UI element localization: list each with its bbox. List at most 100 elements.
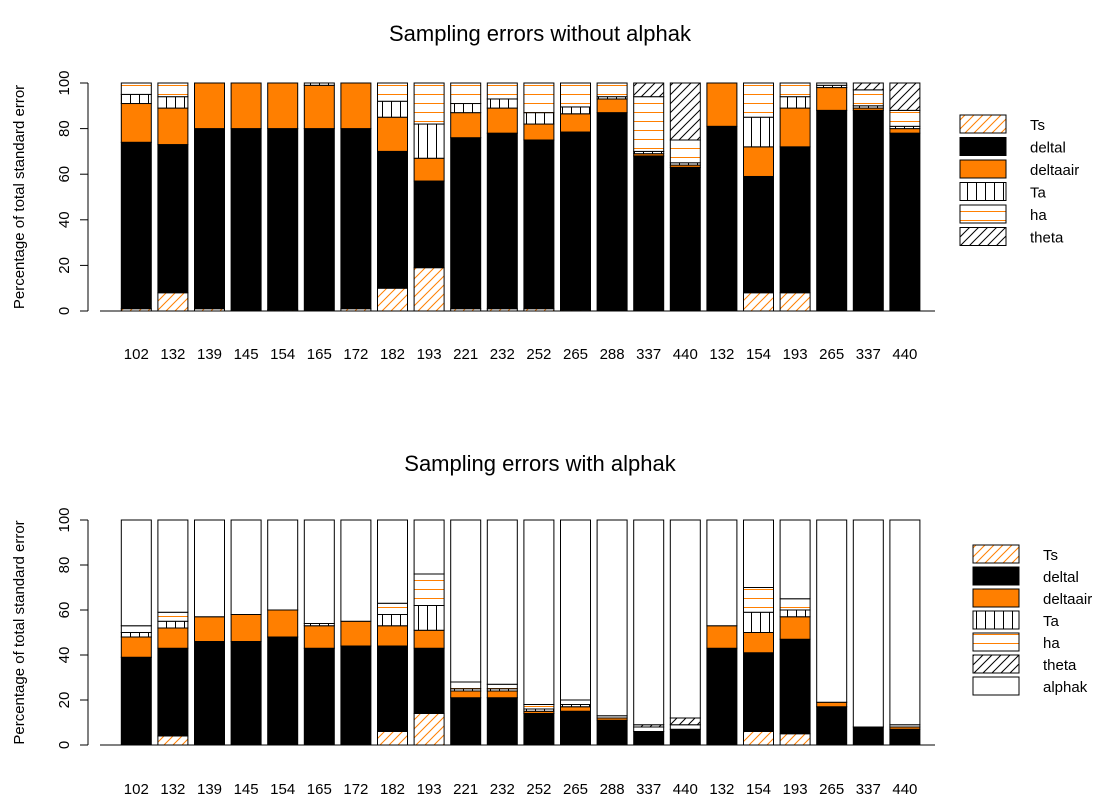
bar-segment: [303, 519, 335, 624]
x-tick-label: 139: [197, 781, 222, 798]
bar-segment: [120, 636, 152, 658]
legend-swatch: [972, 566, 1020, 586]
x-tick-label: 154: [270, 781, 295, 798]
legend-label: deltaair: [1043, 591, 1092, 608]
bar-segment: [706, 125, 738, 312]
bar-segment: [596, 719, 628, 746]
bar-segment: [743, 146, 774, 177]
bar-segment: [413, 519, 445, 575]
bar-segment: [779, 609, 811, 618]
bar-segment: [377, 602, 408, 615]
x-tick-label: 193: [783, 781, 808, 798]
legend-label: Ta: [1030, 184, 1047, 201]
bar-segment: [120, 82, 152, 95]
bar-segment: [596, 519, 628, 717]
bar-segment: [120, 93, 152, 105]
y-tick-label: 60: [56, 602, 73, 619]
x-tick-label: 154: [270, 346, 295, 363]
x-tick-label: 288: [600, 781, 625, 798]
bar-segment: [889, 132, 921, 312]
legend-label: theta: [1030, 229, 1064, 246]
legend-swatch: [959, 227, 1007, 246]
bar-segment: [779, 733, 811, 746]
bar-segment: [377, 100, 408, 118]
bar-segment: [450, 112, 482, 139]
bar-segment: [596, 98, 628, 114]
bar-segment: [120, 625, 152, 633]
bar-segment: [157, 107, 189, 146]
x-tick-label: 288: [600, 346, 625, 363]
bar-segment: [340, 519, 372, 622]
bar-segment: [303, 647, 335, 746]
bar-segment: [157, 620, 189, 629]
bar-segment: [523, 112, 555, 125]
bar-segment: [157, 144, 189, 294]
bar-segment: [157, 82, 189, 98]
bar-segment: [633, 82, 665, 98]
bar-segment: [267, 636, 299, 746]
x-tick-label: 193: [417, 781, 442, 798]
y-axis-label: Percentage of total standard error: [11, 85, 28, 309]
bar-segment: [633, 519, 665, 726]
legend-swatch: [972, 676, 1020, 696]
bar-segment: [303, 84, 335, 130]
bar-segment: [560, 706, 591, 712]
x-tick-label: 193: [783, 346, 808, 363]
legend-label: Ts: [1030, 117, 1045, 134]
bar-segment: [560, 131, 591, 311]
bar-segment: [230, 519, 262, 615]
bar-segment: [413, 82, 445, 125]
bar-segment: [706, 625, 738, 649]
x-tick-label: 337: [856, 781, 881, 798]
x-tick-label: 221: [453, 346, 478, 363]
bar-segment: [523, 82, 555, 114]
bar-segment: [706, 647, 738, 746]
bar-segment: [669, 82, 701, 141]
x-tick-label: 132: [709, 346, 734, 363]
legend-label: Ts: [1043, 547, 1058, 564]
bar-segment: [743, 116, 774, 148]
bar-segment: [450, 519, 482, 683]
bar-segment: [889, 728, 921, 746]
bar-segment: [633, 155, 665, 312]
bar-segment: [413, 123, 445, 159]
bar-segment: [377, 625, 408, 647]
legend-swatch: [959, 137, 1007, 156]
bar-segment: [340, 82, 372, 130]
x-tick-label: 145: [234, 346, 259, 363]
bar-segment: [377, 82, 408, 102]
legend-swatch: [959, 204, 1007, 224]
bar-segment: [852, 82, 884, 91]
bar-segment: [852, 89, 884, 107]
bar-segment: [889, 82, 921, 111]
bar-segment: [669, 519, 701, 719]
bar-segment: [816, 701, 848, 708]
bar-segment: [889, 128, 921, 134]
bar-segment: [340, 128, 372, 310]
y-tick-label: 20: [56, 257, 73, 274]
bar-segment: [340, 645, 372, 746]
y-axis-label: Percentage of total standard error: [11, 520, 28, 744]
x-tick-label: 165: [307, 346, 332, 363]
y-tick-label: 0: [56, 307, 73, 315]
y-tick-label: 40: [56, 211, 73, 228]
legend-swatch: [959, 159, 1007, 179]
bar-segment: [743, 731, 774, 746]
bar-segment: [743, 632, 774, 654]
bar-segment: [669, 724, 701, 730]
x-tick-label: 232: [490, 781, 515, 798]
bar-segment: [523, 519, 555, 705]
bar-segment: [560, 519, 591, 701]
bar-segment: [230, 614, 262, 642]
legend-swatch: [972, 654, 1020, 674]
x-tick-label: 265: [563, 781, 588, 798]
bar-segment: [560, 710, 591, 746]
x-tick-label: 145: [234, 781, 259, 798]
bar-segment: [743, 519, 774, 588]
x-tick-label: 440: [892, 346, 917, 363]
bar-segment: [852, 726, 884, 746]
bar-segment: [267, 82, 299, 130]
x-tick-label: 440: [892, 781, 917, 798]
bar-segment: [486, 132, 518, 310]
bar-segment: [230, 641, 262, 746]
